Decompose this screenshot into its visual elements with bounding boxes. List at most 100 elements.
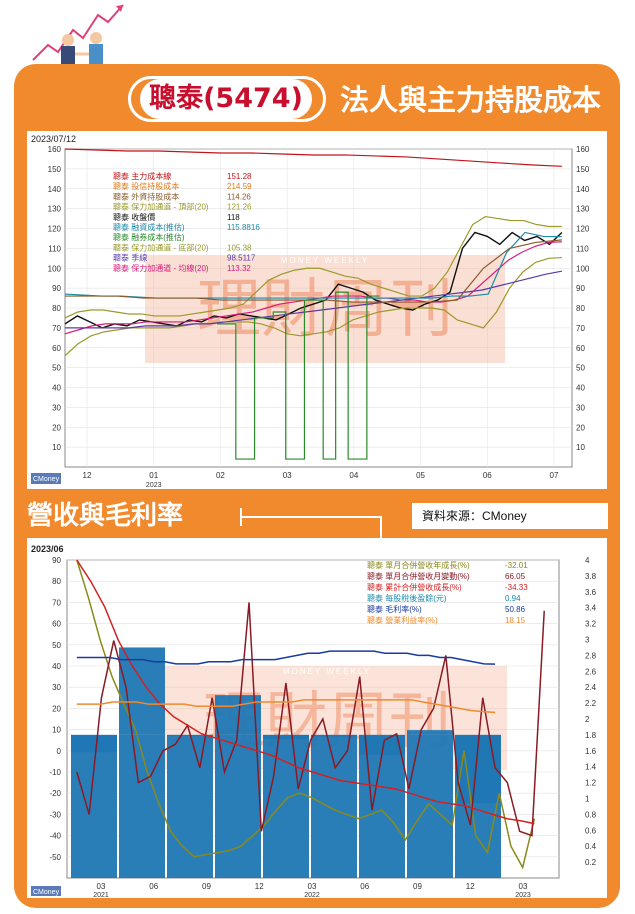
y-tick-left: 150 (48, 165, 62, 174)
y-tick-left: 40 (52, 662, 61, 671)
y-tick-left: 20 (52, 704, 61, 713)
brand-badge (31, 473, 61, 484)
eps-bar-base (119, 734, 165, 878)
y-tick-right: 3.8 (585, 572, 597, 581)
x-tick: 03 (97, 882, 106, 891)
y-tick-right: 0.6 (585, 826, 597, 835)
legend-entry: 聰泰 融券成本(推估) (113, 232, 185, 242)
y-tick-left: 80 (52, 577, 61, 586)
divider-line (240, 516, 380, 518)
year-label: 2021 (93, 892, 109, 898)
eps-bar-base (263, 734, 309, 878)
y-tick-left: 60 (52, 620, 61, 629)
revenue-chart-panel: 2023/06 90 80 70 60 50 40 30 20 10 0 -10 -20 -30 -40 -5… (27, 538, 607, 899)
x-tick: 03 (519, 882, 528, 891)
x-tick: 03 (308, 882, 317, 891)
headline: 法人與主力持股成本 (340, 83, 602, 117)
y-tick-right: 120 (576, 225, 590, 234)
y-tick-right: 10 (576, 443, 585, 452)
y-tick-left: 90 (52, 284, 61, 293)
legend-value: 98.5117 (227, 254, 256, 263)
y-tick-left: 10 (52, 726, 61, 735)
series-line (64, 148, 562, 167)
y-tick-left: 20 (52, 423, 61, 432)
y-tick-right: 60 (576, 344, 585, 353)
y-tick-right: 1.6 (585, 747, 597, 756)
y-tick-right: 1 (585, 795, 590, 804)
legend-value: 151.28 (227, 172, 252, 181)
series-line (65, 270, 562, 329)
y-tick-left: 60 (52, 344, 61, 353)
x-tick: 01 (149, 471, 158, 480)
y-tick-left: 70 (52, 598, 61, 607)
x-tick: 12 (466, 882, 475, 891)
y-tick-left: 100 (48, 264, 62, 273)
y-tick-right: 90 (576, 284, 585, 293)
series-line (76, 559, 535, 825)
x-tick: 06 (360, 882, 369, 891)
legend-value: 121.26 (227, 203, 252, 212)
cost-chart: 2023/07/12 10 10 20 20 30 30 40 40 50 50 60 60 70 70 80… (31, 134, 590, 489)
y-tick-right: 130 (576, 205, 590, 214)
legend-value: 113.32 (227, 264, 251, 273)
series-line (64, 215, 562, 319)
revenue-chart: 2023/06 90 80 70 60 50 40 30 20 10 0 -10 -20 -30 -40 -5… (31, 544, 597, 899)
eps-bar-base (311, 734, 357, 878)
x-tick: 12 (83, 471, 92, 480)
y-tick-left: 0 (57, 747, 62, 756)
legend-entry: 聰泰 累計合併營收成長(%) (367, 582, 462, 592)
y-tick-right: 150 (576, 165, 590, 174)
year-label: 2022 (304, 892, 320, 898)
y-tick-right: 0.4 (585, 842, 597, 851)
y-tick-right: 2.6 (585, 667, 597, 676)
y-tick-right: 3.4 (585, 604, 597, 613)
eps-bar-base (407, 734, 453, 878)
year-label: 2023 (515, 892, 531, 898)
legend-entry: 聰泰 保力加通道 - 頂部(20) (113, 202, 209, 212)
title-pill (140, 79, 312, 119)
y-tick-left: 130 (48, 205, 62, 214)
y-tick-left: 140 (48, 185, 62, 194)
x-tick: 05 (416, 471, 425, 480)
y-tick-left: 120 (48, 225, 62, 234)
y-tick-right: 1.4 (585, 763, 597, 772)
y-tick-left: 50 (52, 364, 61, 373)
legend-value: 105.38 (227, 243, 252, 252)
y-tick-left: 110 (48, 244, 61, 253)
x-tick: 06 (483, 471, 492, 480)
y-tick-right: 2.4 (585, 683, 597, 692)
eps-bar-base (167, 734, 213, 878)
cost-chart-panel: 2023/07/12 10 10 20 20 30 30 40 40 50 50 60 60 70 70 80… (27, 131, 607, 489)
date-label: 2023/06 (31, 544, 64, 554)
series-line (76, 559, 536, 870)
legend-entry: 聰泰 單月合併營收月變動(%) (367, 571, 470, 581)
legend-entry: 聰泰 保力加通道 - 均線(20) (113, 263, 209, 273)
x-tick: 07 (550, 471, 559, 480)
legend-value: 50.86 (505, 605, 526, 614)
legend-entry: 聰泰 融資成本(推估) (113, 222, 185, 232)
series-line (217, 291, 380, 460)
x-tick: 09 (202, 882, 211, 891)
legend-entry: 聰泰 投信持股成本 (113, 181, 179, 191)
x-tick: 12 (255, 882, 264, 891)
legend-value: -32.01 (505, 561, 528, 570)
series-line (64, 241, 562, 335)
y-tick-left: -10 (49, 768, 61, 777)
brand-text: CMoney (33, 889, 60, 896)
source-note: 資料來源：CMoney (412, 503, 608, 529)
legend-value: 118 (227, 213, 240, 222)
y-tick-right: 70 (576, 324, 585, 333)
y-tick-right: 140 (576, 185, 590, 194)
legend-entry: 聰泰 季線 (113, 253, 147, 263)
legend-value: 115.8816 (227, 223, 260, 232)
x-tick: 06 (149, 882, 158, 891)
x-tick: 03 (283, 471, 292, 480)
watermark-caption: MONEY WEEKLY (281, 256, 369, 265)
legend-entry: 聰泰 收盤價 (113, 212, 155, 222)
y-tick-left: -20 (49, 789, 61, 798)
x-tick: 09 (413, 882, 422, 891)
y-tick-left: 70 (52, 324, 61, 333)
watermark-caption: MONEY WEEKLY (283, 667, 371, 676)
legend-entry: 聰泰 每股稅後盈餘(元) (367, 593, 447, 603)
y-tick-right: 40 (576, 384, 585, 393)
